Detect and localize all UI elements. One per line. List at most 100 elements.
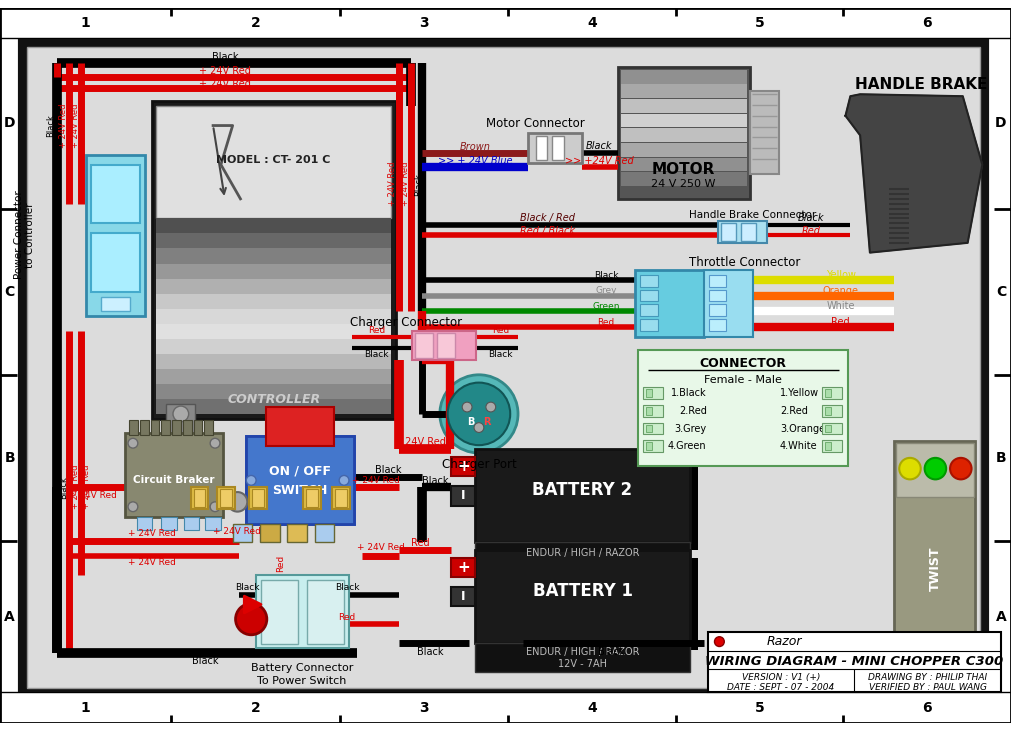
Bar bbox=[335, 489, 347, 507]
Text: 4: 4 bbox=[587, 16, 598, 30]
Bar bbox=[483, 558, 698, 651]
Text: + 24V Red: + 24V Red bbox=[394, 437, 447, 447]
Bar bbox=[156, 368, 391, 384]
Bar bbox=[640, 289, 658, 301]
Text: Red: Red bbox=[492, 326, 509, 336]
Text: 1: 1 bbox=[81, 16, 90, 30]
Bar bbox=[233, 524, 252, 542]
Text: MOTOR: MOTOR bbox=[651, 162, 714, 177]
Bar bbox=[152, 101, 396, 419]
Bar bbox=[646, 442, 652, 450]
Bar bbox=[527, 133, 581, 163]
Text: B: B bbox=[467, 417, 475, 427]
Circle shape bbox=[439, 375, 518, 453]
Bar bbox=[140, 420, 149, 436]
Text: Black: Black bbox=[212, 52, 238, 62]
Bar bbox=[741, 223, 756, 241]
Bar bbox=[156, 324, 391, 338]
Circle shape bbox=[128, 502, 138, 512]
Text: I: I bbox=[461, 490, 465, 502]
Text: Black: Black bbox=[47, 114, 56, 137]
Bar bbox=[475, 449, 690, 542]
Text: + 24V Red: + 24V Red bbox=[69, 491, 117, 499]
Text: Brown: Brown bbox=[459, 142, 490, 152]
Bar bbox=[217, 487, 235, 509]
Bar bbox=[260, 524, 279, 542]
Text: Black: Black bbox=[364, 349, 389, 359]
Circle shape bbox=[227, 492, 247, 512]
Text: +: + bbox=[457, 560, 469, 575]
Text: Orange: Orange bbox=[823, 286, 858, 296]
Bar bbox=[896, 443, 974, 497]
Text: SWITCH: SWITCH bbox=[272, 484, 328, 496]
Bar bbox=[822, 440, 842, 452]
Bar bbox=[190, 487, 208, 509]
Text: Red: Red bbox=[338, 613, 356, 621]
Bar bbox=[643, 405, 663, 417]
Bar bbox=[451, 457, 475, 477]
Bar bbox=[156, 399, 391, 414]
Text: >> +24V Red: >> +24V Red bbox=[565, 156, 634, 166]
Text: Female - Male: Female - Male bbox=[704, 375, 782, 385]
Bar bbox=[708, 319, 726, 331]
Circle shape bbox=[714, 637, 724, 646]
Circle shape bbox=[448, 382, 510, 445]
Bar bbox=[27, 48, 980, 688]
Text: White: White bbox=[826, 301, 855, 311]
Text: D: D bbox=[995, 116, 1007, 130]
Text: 3: 3 bbox=[420, 701, 429, 715]
Bar bbox=[193, 489, 206, 507]
Text: ENDUR / HIGH / RAZOR: ENDUR / HIGH / RAZOR bbox=[526, 648, 639, 657]
Circle shape bbox=[236, 604, 267, 635]
Text: 1.Black: 1.Black bbox=[671, 388, 706, 398]
Text: THROTTLE: THROTTLE bbox=[890, 668, 980, 683]
Circle shape bbox=[246, 475, 256, 485]
Bar bbox=[156, 384, 391, 399]
Bar bbox=[475, 542, 690, 564]
Text: 3.Orange: 3.Orange bbox=[780, 423, 825, 433]
Text: 2.Red: 2.Red bbox=[780, 406, 808, 416]
Text: + 24V Red: + 24V Red bbox=[199, 66, 251, 76]
Bar bbox=[261, 580, 298, 643]
Text: Red: Red bbox=[598, 317, 614, 327]
Text: B: B bbox=[4, 451, 16, 465]
Bar bbox=[156, 249, 391, 263]
Text: + 24V Red: + 24V Red bbox=[401, 162, 410, 206]
Bar bbox=[156, 354, 391, 368]
Bar bbox=[646, 390, 652, 397]
Bar bbox=[246, 436, 354, 524]
Polygon shape bbox=[846, 94, 982, 253]
Bar bbox=[646, 407, 652, 415]
Text: Black: Black bbox=[594, 270, 618, 279]
Bar bbox=[620, 143, 747, 157]
Bar bbox=[825, 407, 830, 415]
Text: 3.Grey: 3.Grey bbox=[674, 423, 706, 433]
Bar bbox=[156, 106, 391, 219]
Bar bbox=[822, 387, 842, 399]
Text: Grey: Grey bbox=[596, 287, 616, 295]
Text: Red / Black: Red / Black bbox=[520, 226, 575, 236]
Text: + 24V Red: + 24V Red bbox=[358, 543, 405, 553]
Bar bbox=[646, 425, 652, 433]
Bar bbox=[750, 91, 779, 175]
Text: 1: 1 bbox=[81, 701, 90, 715]
Text: BATTERY 2: BATTERY 2 bbox=[533, 481, 633, 499]
Bar bbox=[640, 304, 658, 316]
Text: HANDLE BRAKE: HANDLE BRAKE bbox=[854, 77, 986, 92]
Text: Handle Brake Connector: Handle Brake Connector bbox=[689, 211, 816, 221]
Circle shape bbox=[210, 439, 220, 448]
Circle shape bbox=[128, 439, 138, 448]
Bar bbox=[156, 263, 391, 279]
Bar bbox=[635, 270, 704, 337]
Bar bbox=[183, 420, 191, 436]
Text: Black: Black bbox=[192, 656, 218, 666]
Text: Charger Port: Charger Port bbox=[442, 458, 516, 471]
Text: BATTERY 1: BATTERY 1 bbox=[533, 582, 633, 600]
Text: + 24V Red: + 24V Red bbox=[389, 162, 397, 206]
Bar bbox=[451, 558, 475, 577]
Bar bbox=[306, 489, 317, 507]
Text: A: A bbox=[4, 610, 16, 624]
Bar bbox=[704, 270, 753, 337]
Text: + 24V Red: + 24V Red bbox=[127, 558, 176, 567]
Bar bbox=[156, 294, 391, 308]
